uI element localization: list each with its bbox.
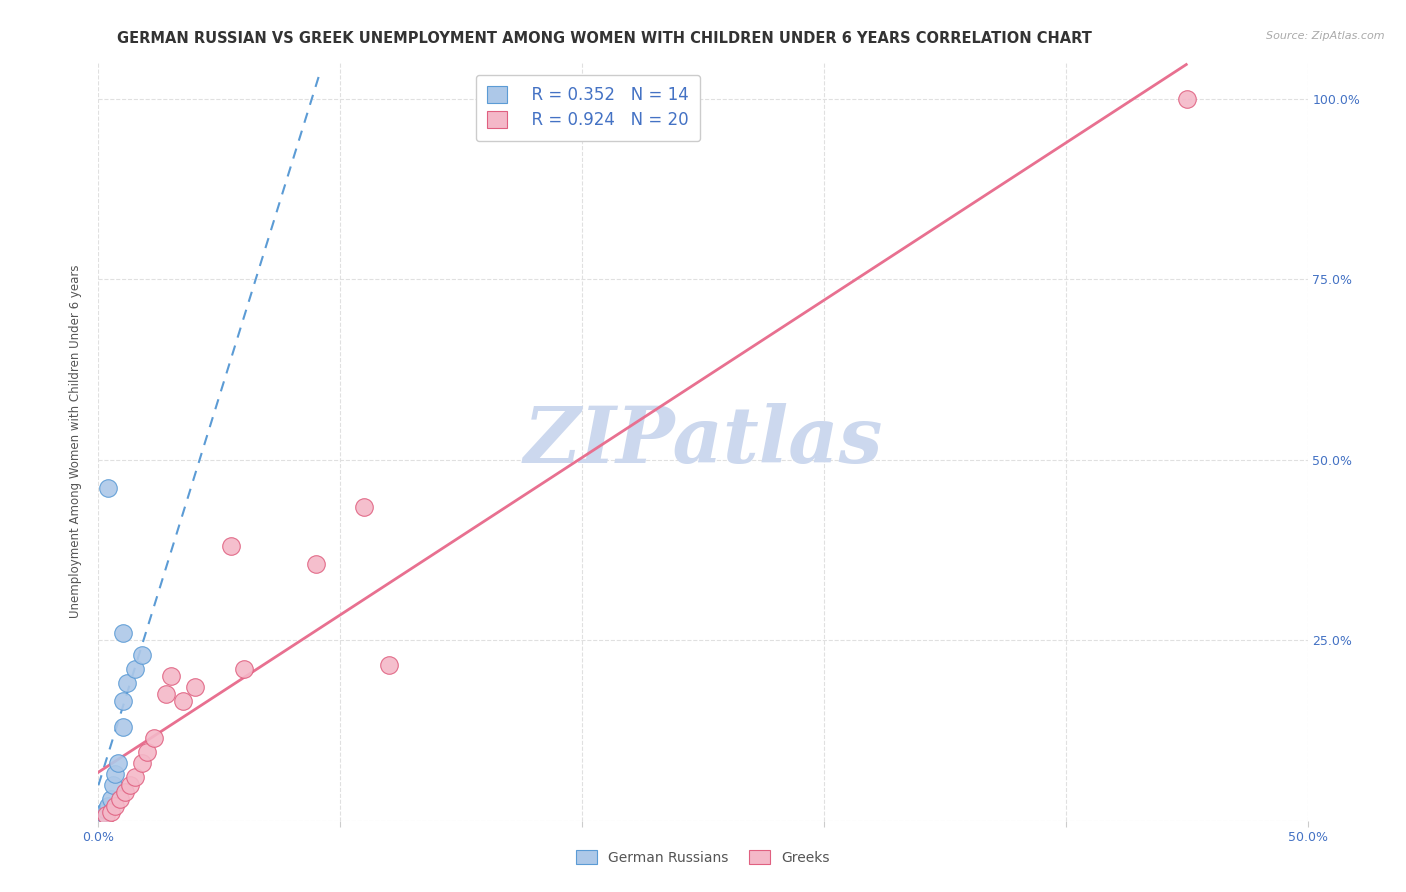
Point (117, 676, 139, 690)
Point (143, 731, 166, 745)
Point (100, 792, 122, 806)
Point (111, 720, 134, 734)
Point (131, 756, 153, 770)
Point (131, 648, 153, 662)
Point (135, 745, 157, 759)
Point (104, 799, 127, 814)
Point (353, 500, 375, 514)
Point (377, 658, 399, 673)
Point (107, 756, 129, 770)
Point (221, 539, 243, 553)
Point (100, 805, 122, 819)
Point (101, 778, 124, 792)
Y-axis label: Unemployment Among Women with Children Under 6 years: Unemployment Among Women with Children U… (69, 265, 83, 618)
Point (124, 662, 146, 676)
Point (184, 680, 207, 694)
Point (305, 558, 328, 572)
Text: ZIPatlas: ZIPatlas (523, 403, 883, 480)
Point (104, 766, 127, 780)
Point (111, 694, 134, 708)
Point (91, 806, 114, 821)
Point (1175, 91, 1198, 105)
Point (172, 694, 194, 708)
Point (108, 792, 131, 806)
Point (97, 482, 120, 496)
Point (111, 626, 134, 640)
Text: Source: ZipAtlas.com: Source: ZipAtlas.com (1267, 31, 1385, 41)
Point (97, 799, 120, 814)
Point (118, 778, 141, 792)
Point (114, 785, 136, 799)
Point (124, 770, 146, 784)
Legend: German Russians, Greeks: German Russians, Greeks (571, 845, 835, 871)
Text: GERMAN RUSSIAN VS GREEK UNEMPLOYMENT AMONG WOMEN WITH CHILDREN UNDER 6 YEARS COR: GERMAN RUSSIAN VS GREEK UNEMPLOYMENT AMO… (117, 31, 1092, 46)
Point (94, 803, 117, 817)
Point (94, 808, 117, 822)
Point (160, 669, 183, 683)
Point (232, 662, 254, 676)
Point (155, 687, 177, 701)
